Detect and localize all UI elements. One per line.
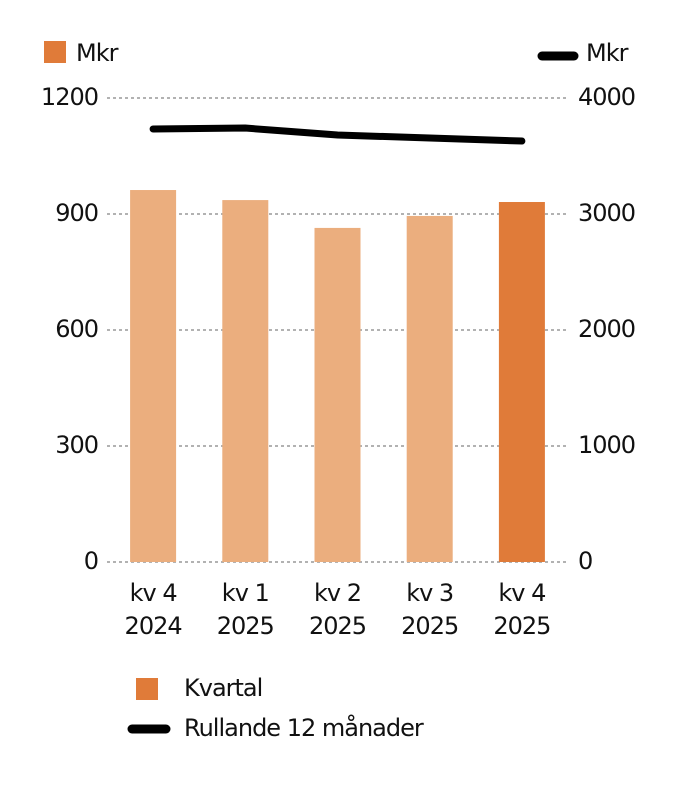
y-axis-label: Mkr [76,39,119,67]
y2-tick-label: 3000 [578,199,635,227]
x-tick-label: kv 3 [406,579,453,607]
x-tick-label: kv 2 [314,579,361,607]
x-tick-label: 2025 [493,612,550,640]
y2-tick-label: 1000 [578,431,635,459]
y-tick-label: 300 [55,431,98,459]
x-tick-label: kv 4 [130,579,177,607]
x-tick-label: 2025 [309,612,366,640]
y-tick-label: 600 [55,315,98,343]
x-tick-label: kv 1 [222,579,269,607]
bar [314,227,361,563]
bar [498,202,545,562]
line [149,124,526,145]
x-tick-label: 2024 [125,612,182,640]
legend-label: Kvartal [184,674,262,702]
bar [222,200,269,562]
y2-axis-label: Mkr [586,39,629,67]
legend-label: Rullande 12 månader [184,713,424,742]
y2-tick-label: 4000 [578,83,635,111]
y-tick-label: 1200 [41,83,98,111]
y-tick-label: 900 [55,199,98,227]
bar [130,190,177,562]
x-tick-label: 2025 [217,612,274,640]
bar [406,215,453,562]
y-tick-label: 0 [84,547,98,575]
left-axis-legend-swatch [44,41,66,63]
x-tick-label: 2025 [401,612,458,640]
legend-swatch [136,678,158,700]
y2-tick-label: 2000 [578,315,635,343]
x-tick-label: kv 4 [498,579,545,607]
y2-tick-label: 0 [578,547,592,575]
